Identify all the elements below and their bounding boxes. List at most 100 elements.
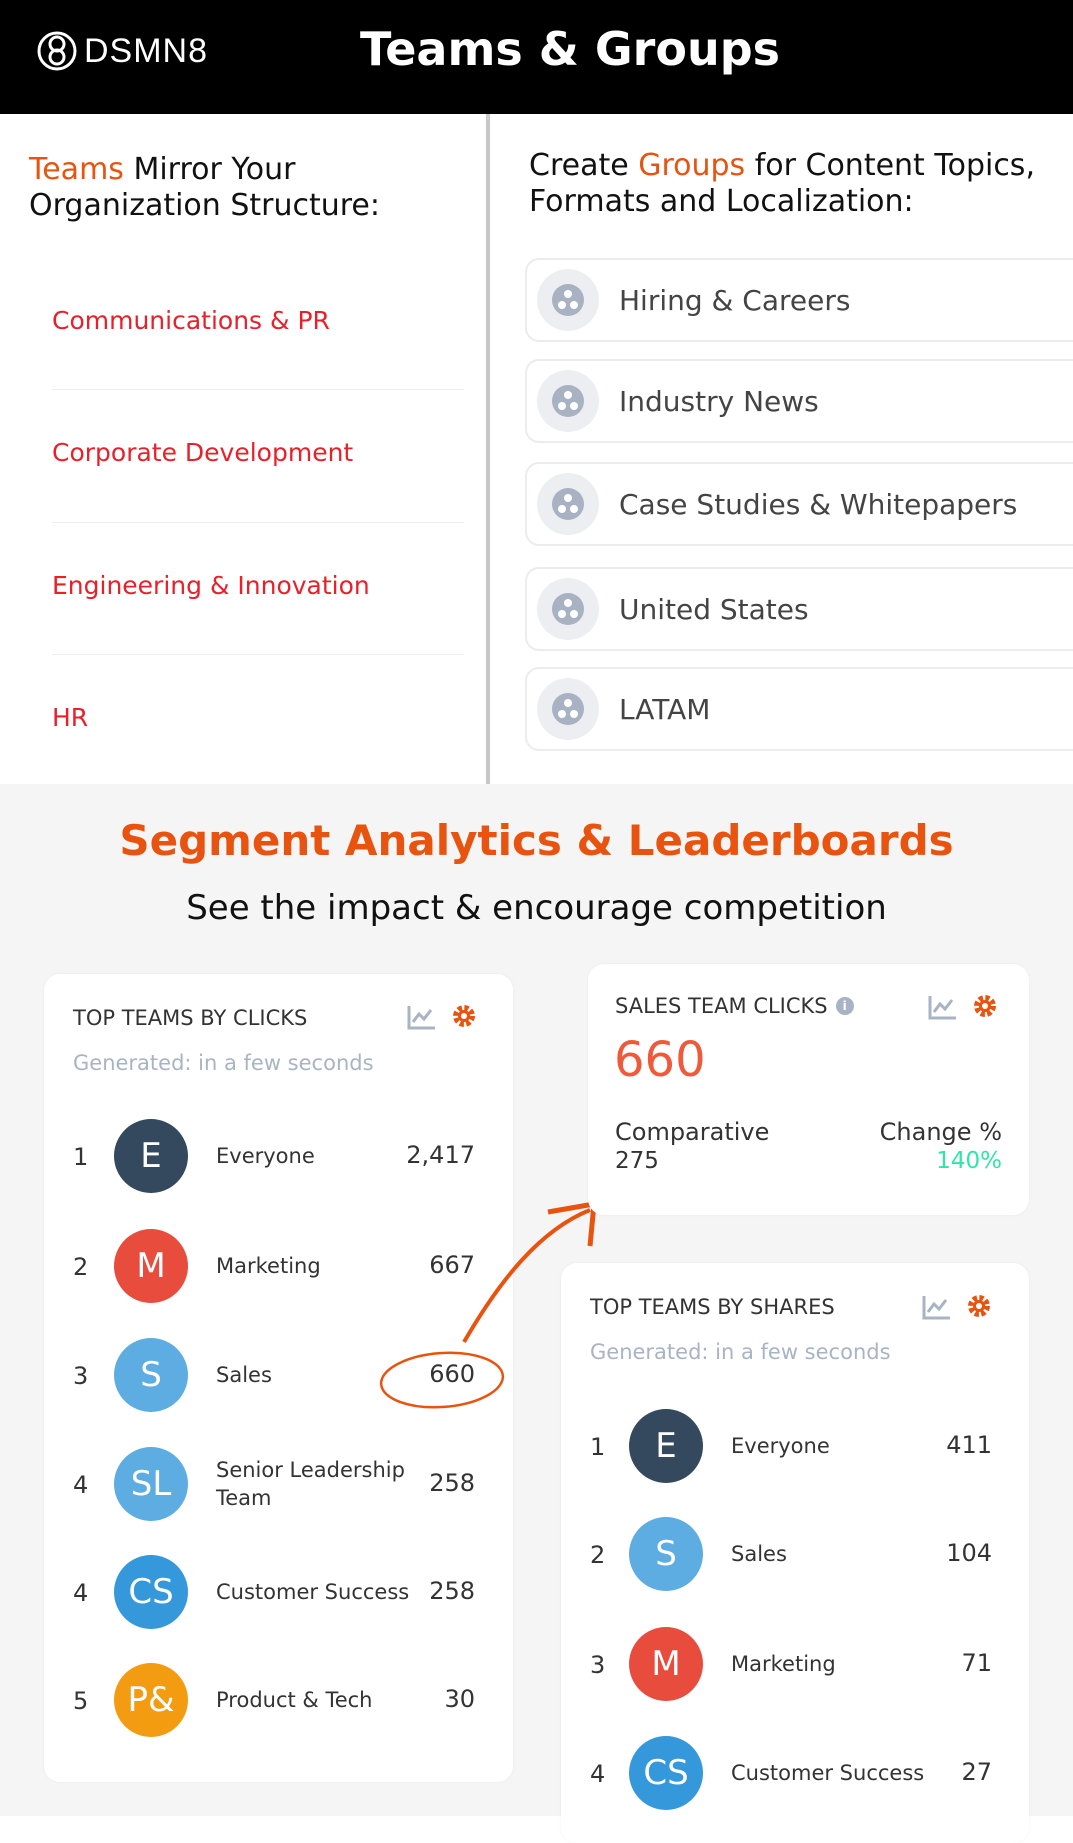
leaderboard-row[interactable]: 4 CS Customer Success 27 <box>561 1733 1029 1813</box>
team-value: 71 <box>961 1649 992 1677</box>
page-title: Teams & Groups <box>359 22 781 76</box>
team-name: Product & Tech <box>216 1688 373 1712</box>
team-avatar: CS <box>114 1555 188 1629</box>
team-item[interactable]: Corporate Development <box>52 438 354 467</box>
team-avatar: SL <box>114 1447 188 1521</box>
group-icon <box>537 473 599 535</box>
team-item[interactable]: Communications & PR <box>52 306 330 335</box>
rank: 4 <box>590 1760 606 1788</box>
divider <box>52 389 464 390</box>
team-avatar: S <box>629 1517 703 1591</box>
leaderboard-row[interactable]: 1 E Everyone 2,417 <box>44 1116 513 1196</box>
gear-icon[interactable] <box>970 993 1000 1019</box>
team-item[interactable]: HR <box>52 703 89 732</box>
card-title: TOP TEAMS BY CLICKS <box>73 1006 308 1030</box>
team-value: 27 <box>961 1758 992 1786</box>
chart-icon[interactable] <box>407 1004 437 1030</box>
team-name: Sales <box>216 1363 272 1387</box>
chart-icon[interactable] <box>928 994 958 1020</box>
rank: 3 <box>590 1651 606 1679</box>
team-value: 2,417 <box>406 1141 475 1169</box>
teams-heading: Teams Mirror Your Organization Structure: <box>29 152 380 223</box>
logo-icon <box>37 31 77 71</box>
comparative-label: Comparative <box>615 1118 770 1146</box>
group-item[interactable]: Case Studies & Whitepapers <box>525 462 1073 546</box>
group-name: LATAM <box>619 692 711 726</box>
logo-text: DSMN8 <box>84 31 209 70</box>
team-item[interactable]: Engineering & Innovation <box>52 571 370 600</box>
group-icon <box>537 678 599 740</box>
team-name: Customer Success <box>731 1761 925 1785</box>
team-name: Marketing <box>731 1652 836 1676</box>
divider <box>52 654 464 655</box>
rank: 1 <box>73 1143 89 1171</box>
change-value: 140% <box>936 1148 1002 1174</box>
analytics-subtitle: See the impact & encourage competition <box>186 888 887 928</box>
team-value: 258 <box>429 1577 475 1605</box>
team-avatar: CS <box>629 1736 703 1810</box>
team-value: 660 <box>429 1360 475 1388</box>
rank: 2 <box>590 1541 606 1569</box>
leaderboard-row[interactable]: 1 E Everyone 411 <box>561 1406 1029 1486</box>
group-icon <box>537 370 599 432</box>
section-divider <box>486 114 490 784</box>
rank: 4 <box>73 1471 89 1499</box>
team-name: Customer Success <box>216 1580 410 1604</box>
change-label: Change % <box>879 1118 1002 1146</box>
team-avatar: E <box>629 1409 703 1483</box>
leaderboard-row[interactable]: 2 M Marketing 667 <box>44 1226 513 1306</box>
team-value: 104 <box>946 1539 992 1567</box>
card-title: TOP TEAMS BY SHARES <box>590 1295 835 1319</box>
leaderboard-row[interactable]: 4 CS Customer Success 258 <box>44 1552 513 1632</box>
team-value: 258 <box>429 1469 475 1497</box>
leaderboard-row[interactable]: 5 P& Product & Tech 30 <box>44 1660 513 1740</box>
team-name: Everyone <box>731 1434 830 1458</box>
group-item[interactable]: Hiring & Careers <box>525 258 1073 342</box>
team-avatar: P& <box>114 1663 188 1737</box>
gear-icon[interactable] <box>964 1293 994 1319</box>
leaderboard-row[interactable]: 3 S Sales 660 <box>44 1335 513 1415</box>
group-name: United States <box>619 592 809 626</box>
team-name: Marketing <box>216 1254 321 1278</box>
analytics-title: Segment Analytics & Leaderboards <box>119 816 954 865</box>
top-teams-clicks-card: TOP TEAMS BY CLICKS Generated: in a few … <box>44 974 513 1782</box>
group-name: Industry News <box>619 384 819 418</box>
group-item[interactable]: LATAM <box>525 667 1073 751</box>
group-icon <box>537 578 599 640</box>
rank: 5 <box>73 1687 89 1715</box>
rank: 1 <box>590 1433 606 1461</box>
leaderboard-row[interactable]: 2 S Sales 104 <box>561 1514 1029 1594</box>
team-name: Everyone <box>216 1144 315 1168</box>
groups-heading: Create Groups for Content Topics, Formats… <box>529 148 1035 219</box>
team-name: Sales <box>731 1542 787 1566</box>
group-item[interactable]: United States <box>525 567 1073 651</box>
team-value: 411 <box>946 1431 992 1459</box>
gear-icon[interactable] <box>449 1003 479 1029</box>
rank: 4 <box>73 1579 89 1607</box>
sales-clicks-value: 660 <box>614 1032 706 1088</box>
leaderboard-row[interactable]: 4 SL Senior Leadership Team 258 <box>44 1444 513 1524</box>
sales-team-clicks-card: SALES TEAM CLICKS i 660 Comparative 275 C… <box>588 964 1029 1215</box>
divider <box>52 522 464 523</box>
card-title: SALES TEAM CLICKS i <box>615 994 854 1018</box>
leaderboard-row[interactable]: 3 M Marketing 71 <box>561 1624 1029 1704</box>
team-avatar: E <box>114 1119 188 1193</box>
rank: 2 <box>73 1253 89 1281</box>
team-avatar: M <box>114 1229 188 1303</box>
group-name: Hiring & Careers <box>619 283 851 317</box>
group-icon <box>537 269 599 331</box>
info-icon[interactable]: i <box>835 997 854 1015</box>
header-bar: DSMN8 Teams & Groups <box>0 0 1073 114</box>
dsmn8-logo: DSMN8 <box>36 30 208 72</box>
team-name: Senior Leadership Team <box>216 1458 405 1510</box>
chart-icon[interactable] <box>922 1294 952 1320</box>
generated-label: Generated: in a few seconds <box>73 1051 374 1075</box>
team-avatar: S <box>114 1338 188 1412</box>
team-value: 667 <box>429 1251 475 1279</box>
comparative-value: 275 <box>615 1148 659 1174</box>
group-name: Case Studies & Whitepapers <box>619 487 1018 521</box>
rank: 3 <box>73 1362 89 1390</box>
group-item[interactable]: Industry News <box>525 359 1073 443</box>
team-avatar: M <box>629 1627 703 1701</box>
team-value: 30 <box>444 1685 475 1713</box>
